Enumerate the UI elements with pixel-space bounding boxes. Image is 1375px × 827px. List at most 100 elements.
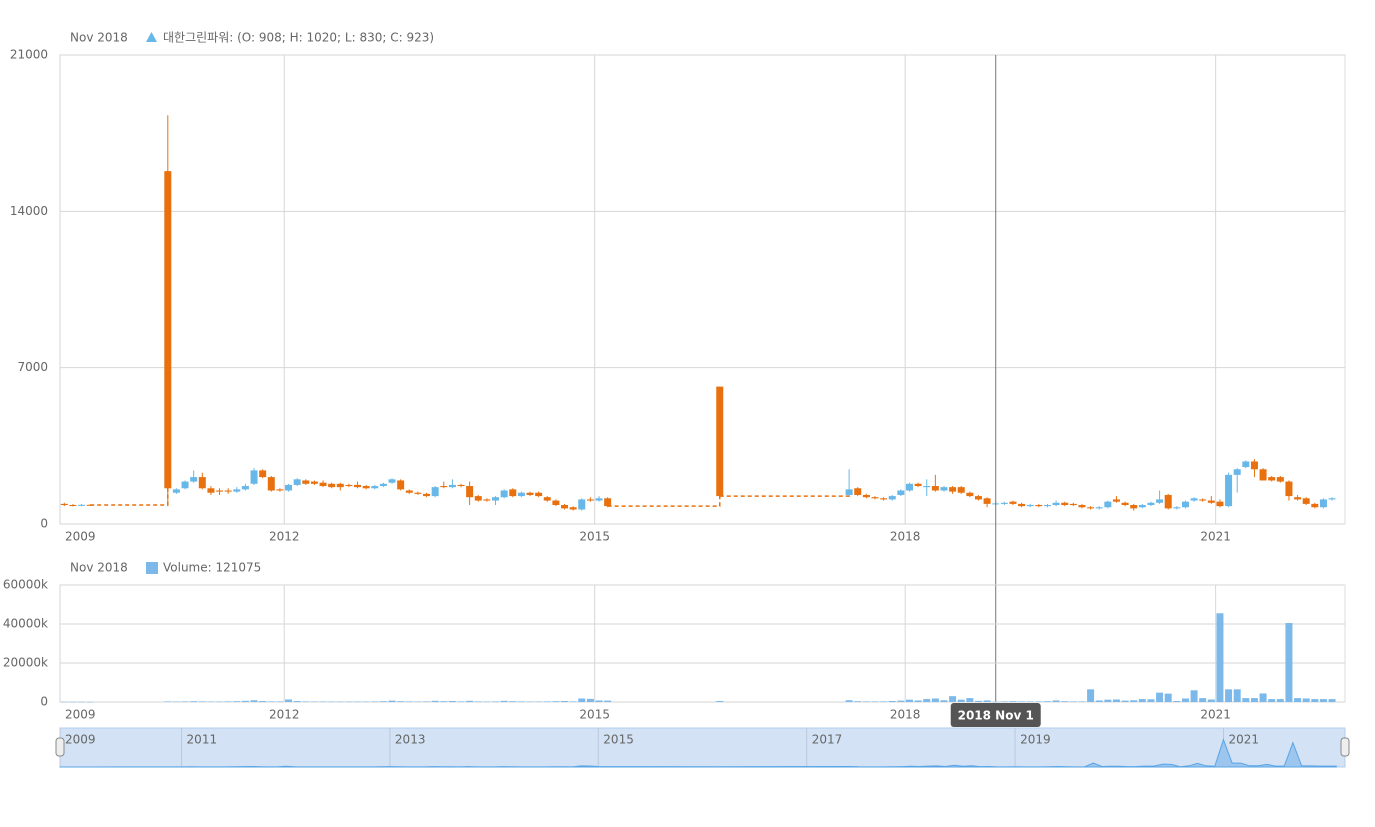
candle-body[interactable] xyxy=(1250,461,1258,470)
candle-body[interactable] xyxy=(1130,505,1138,509)
candle-body[interactable] xyxy=(1164,494,1172,509)
candle-body[interactable] xyxy=(509,489,517,497)
candle-body[interactable] xyxy=(1156,499,1164,503)
volume-bar[interactable] xyxy=(388,700,396,702)
volume-bar[interactable] xyxy=(1190,690,1198,702)
volume-bar[interactable] xyxy=(474,701,482,702)
candle-body[interactable] xyxy=(233,489,241,492)
volume-bar[interactable] xyxy=(561,701,569,702)
candle-body[interactable] xyxy=(181,481,189,489)
candle-body[interactable] xyxy=(578,499,586,510)
candle-body[interactable] xyxy=(957,487,965,493)
volume-bar[interactable] xyxy=(1268,699,1276,702)
candle-body[interactable] xyxy=(302,480,310,484)
candle-body[interactable] xyxy=(1328,498,1336,500)
volume-bar[interactable] xyxy=(440,701,448,702)
candle-body[interactable] xyxy=(1216,501,1224,507)
candle-body[interactable] xyxy=(1121,502,1129,506)
candle-body[interactable] xyxy=(1026,505,1034,507)
volume-bar[interactable] xyxy=(604,700,612,702)
candle-body[interactable] xyxy=(1294,497,1302,500)
candle-body[interactable] xyxy=(561,505,569,509)
candle-body[interactable] xyxy=(517,492,525,497)
volume-bar[interactable] xyxy=(1233,689,1241,702)
volume-bar[interactable] xyxy=(543,701,551,702)
candle-body[interactable] xyxy=(923,486,931,488)
candle-body[interactable] xyxy=(1173,507,1181,509)
candle-body[interactable] xyxy=(1035,505,1043,507)
candle-body[interactable] xyxy=(1302,498,1310,504)
candle-body[interactable] xyxy=(405,490,413,493)
candle-body[interactable] xyxy=(423,493,431,497)
candle-body[interactable] xyxy=(983,498,991,504)
volume-bar[interactable] xyxy=(233,701,241,702)
volume-bar[interactable] xyxy=(60,701,68,703)
candle-body[interactable] xyxy=(86,504,94,506)
candle-body[interactable] xyxy=(845,489,853,495)
candle-body[interactable] xyxy=(931,486,939,491)
volume-bar[interactable] xyxy=(862,701,870,702)
volume-bar[interactable] xyxy=(1095,700,1103,702)
candle-body[interactable] xyxy=(371,486,379,489)
candle-body[interactable] xyxy=(974,496,982,500)
volume-bar[interactable] xyxy=(457,701,465,702)
candle-body[interactable] xyxy=(535,492,543,497)
volume-bar[interactable] xyxy=(276,701,284,702)
volume-bar[interactable] xyxy=(397,701,405,702)
candle-body[interactable] xyxy=(466,486,474,498)
candle-body[interactable] xyxy=(569,507,577,510)
candle-body[interactable] xyxy=(1242,461,1250,468)
volume-bar[interactable] xyxy=(448,701,456,702)
volume-bar[interactable] xyxy=(578,698,586,702)
candle-body[interactable] xyxy=(966,492,974,497)
candle-body[interactable] xyxy=(1259,469,1267,481)
candle-body[interactable] xyxy=(526,492,534,495)
candle-body[interactable] xyxy=(190,477,198,482)
candle-body[interactable] xyxy=(1069,503,1077,506)
candle-body[interactable] xyxy=(1095,507,1103,509)
navigator[interactable] xyxy=(59,727,1346,768)
candle-body[interactable] xyxy=(224,490,232,492)
candle-body[interactable] xyxy=(293,479,301,485)
navigator-grip[interactable] xyxy=(55,737,65,757)
candle-body[interactable] xyxy=(60,503,68,506)
volume-bar[interactable] xyxy=(1207,699,1215,702)
candle-body[interactable] xyxy=(250,470,258,484)
volume-bar[interactable] xyxy=(181,701,189,702)
volume-bar[interactable] xyxy=(509,701,517,702)
volume-bar[interactable] xyxy=(586,698,594,702)
candle-body[interactable] xyxy=(1018,503,1026,507)
volume-bar[interactable] xyxy=(1043,701,1051,702)
volume-bar[interactable] xyxy=(345,701,353,703)
volume-bar[interactable] xyxy=(1147,699,1155,702)
volume-bar[interactable] xyxy=(164,701,172,702)
volume-bar[interactable] xyxy=(207,701,215,703)
candle-body[interactable] xyxy=(388,479,396,483)
volume-bar[interactable] xyxy=(535,701,543,703)
candle-body[interactable] xyxy=(431,487,439,497)
volume-bar[interactable] xyxy=(310,701,318,703)
candle-body[interactable] xyxy=(1181,501,1189,508)
volume-bar[interactable] xyxy=(172,701,180,703)
volume-bar[interactable] xyxy=(1026,701,1034,702)
volume-bar[interactable] xyxy=(1319,699,1327,702)
candle-body[interactable] xyxy=(888,496,896,500)
volume-bar[interactable] xyxy=(1181,698,1189,702)
volume-bar[interactable] xyxy=(871,701,879,702)
volume-bar[interactable] xyxy=(1216,613,1224,702)
volume-bar[interactable] xyxy=(1173,701,1181,702)
candle-body[interactable] xyxy=(1000,502,1008,504)
volume-bar[interactable] xyxy=(1225,689,1233,702)
candle-body[interactable] xyxy=(241,486,249,490)
candle-body[interactable] xyxy=(604,498,612,507)
volume-bar[interactable] xyxy=(1285,623,1293,702)
volume-bar[interactable] xyxy=(319,701,327,703)
volume-bar[interactable] xyxy=(1104,699,1112,702)
volume-bar[interactable] xyxy=(466,700,474,702)
candle-body[interactable] xyxy=(897,490,905,495)
volume-bar[interactable] xyxy=(1276,699,1284,702)
volume-bar[interactable] xyxy=(483,701,491,703)
volume-bar[interactable] xyxy=(1328,699,1336,702)
candle-body[interactable] xyxy=(414,492,422,494)
volume-bar[interactable] xyxy=(1138,699,1146,702)
